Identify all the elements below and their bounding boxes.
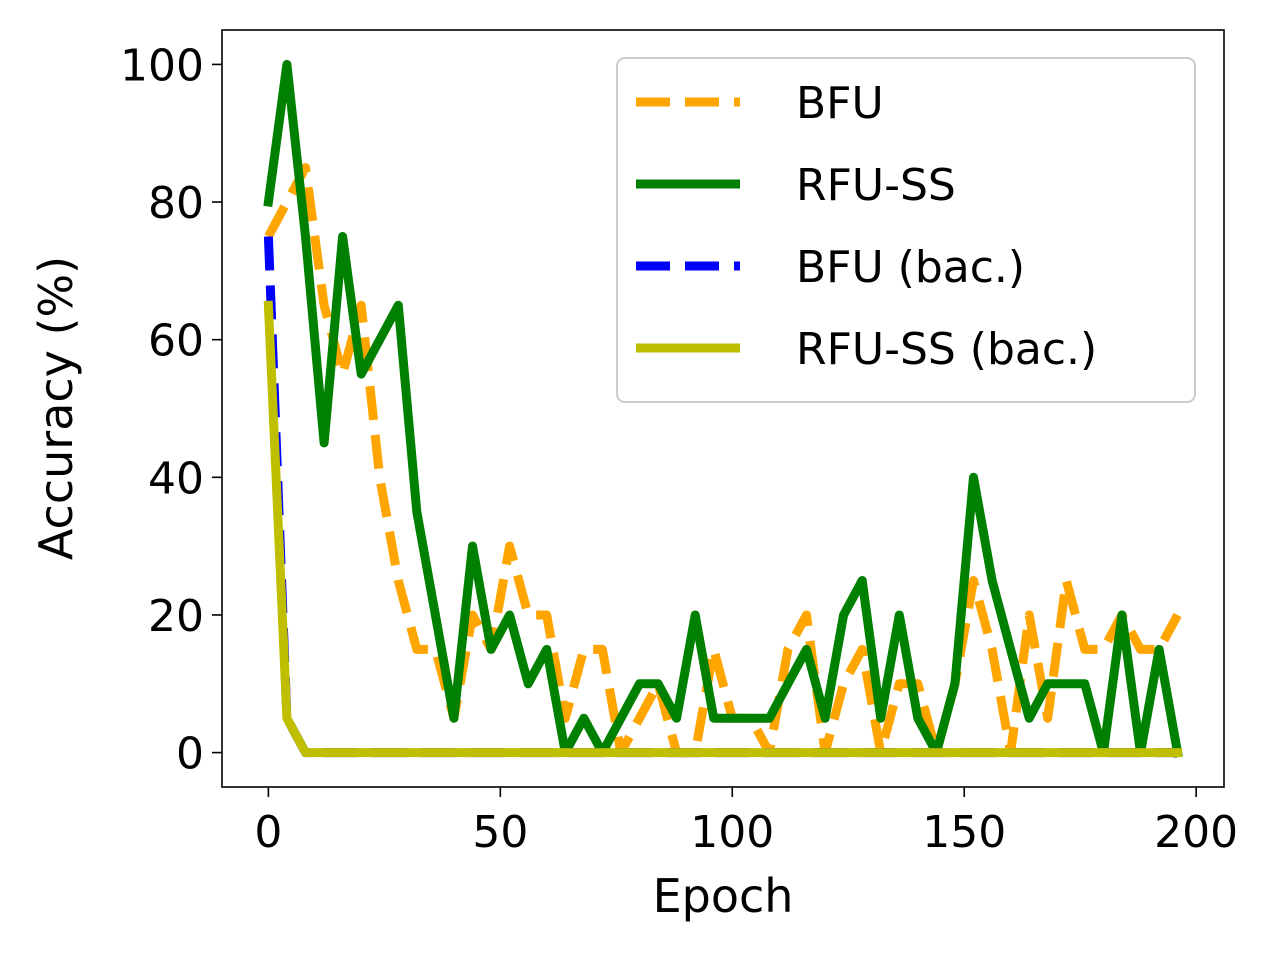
y-axis-label: Accuracy (%) <box>29 256 83 560</box>
x-tick-label: 150 <box>922 807 1006 858</box>
series-line-bfu <box>264 163 1182 758</box>
legend-label: RFU-SS <box>796 160 956 211</box>
legend-item-bfu: BFU <box>636 78 884 129</box>
x-tick-label: 50 <box>472 807 528 858</box>
series-layer <box>263 59 1183 758</box>
legend-label: BFU (bac.) <box>796 242 1025 293</box>
y-tick-label: 40 <box>148 453 204 504</box>
legend: BFU RFU-SS BFU (bac.) RFU-SS (bac.) <box>616 57 1196 403</box>
legend-item-bfu-bac: BFU (bac.) <box>636 242 1025 293</box>
series-line-rfu-ss-bac <box>263 300 1183 758</box>
x-tick-label: 100 <box>690 807 774 858</box>
x-tick-label: 200 <box>1154 807 1238 858</box>
ticks-layer: 0 50 100 150 200 0 20 40 60 80 100 <box>120 40 1238 858</box>
x-axis-label: Epoch <box>653 869 794 923</box>
legend-item-rfu-ss-bac: RFU-SS (bac.) <box>636 324 1097 375</box>
y-tick-label: 60 <box>148 316 204 367</box>
y-tick-label: 0 <box>176 729 204 780</box>
series-line-rfu-ss <box>263 59 1183 758</box>
legend-label: BFU <box>796 78 884 129</box>
legend-box <box>616 57 1196 403</box>
legend-item-rfu-ss: RFU-SS <box>636 160 956 211</box>
plot-frame <box>221 29 1225 788</box>
y-tick-label: 80 <box>148 178 204 229</box>
y-tick-label: 100 <box>120 40 204 91</box>
legend-items: BFU RFU-SS BFU (bac.) RFU-SS (bac.) <box>636 78 1097 375</box>
legend-label: RFU-SS (bac.) <box>796 324 1097 375</box>
x-tick-label: 0 <box>254 807 282 858</box>
y-tick-label: 20 <box>148 591 204 642</box>
